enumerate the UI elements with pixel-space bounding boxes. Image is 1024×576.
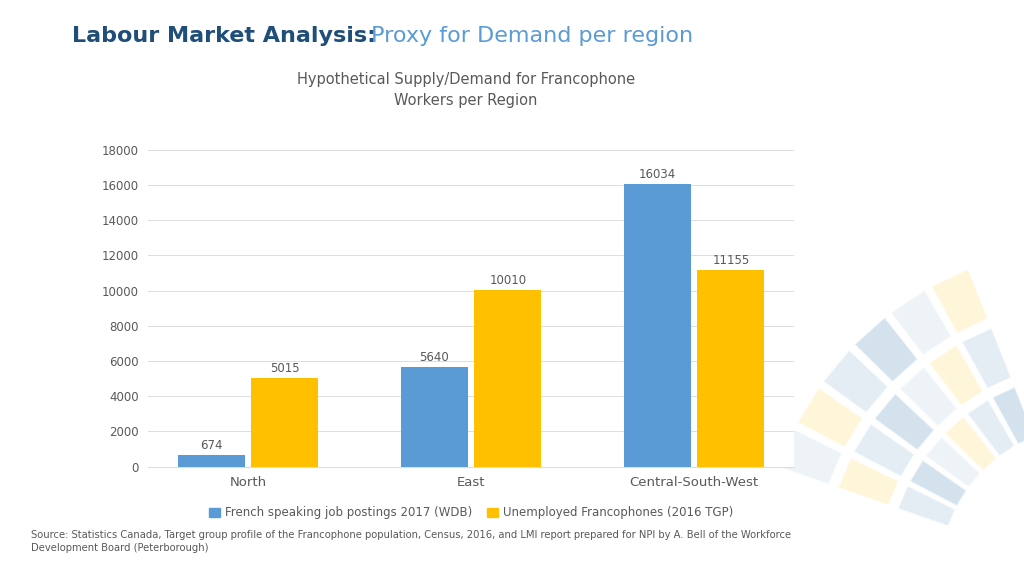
Text: 10010: 10010 xyxy=(489,274,526,287)
Polygon shape xyxy=(931,269,988,334)
Polygon shape xyxy=(778,429,842,485)
Polygon shape xyxy=(929,344,983,406)
Polygon shape xyxy=(909,460,967,506)
Bar xyxy=(251,378,318,467)
Polygon shape xyxy=(823,350,888,413)
Polygon shape xyxy=(854,317,919,382)
Text: Hypothetical Supply/Demand for Francophone
Workers per Region: Hypothetical Supply/Demand for Francopho… xyxy=(297,72,635,108)
Legend: French speaking job postings 2017 (WDB), Unemployed Francophones (2016 TGP): French speaking job postings 2017 (WDB),… xyxy=(204,502,738,524)
Bar xyxy=(624,184,691,467)
Polygon shape xyxy=(899,366,957,427)
Polygon shape xyxy=(874,393,935,450)
Polygon shape xyxy=(992,386,1024,445)
Text: 674: 674 xyxy=(200,438,222,452)
Text: Labour Market Analysis:: Labour Market Analysis: xyxy=(72,26,376,46)
Text: Proxy for Demand per region: Proxy for Demand per region xyxy=(364,26,692,46)
Text: 5015: 5015 xyxy=(270,362,300,375)
Polygon shape xyxy=(967,400,1015,456)
Text: Source: Statistics Canada, Target group profile of the Francophone population, C: Source: Statistics Canada, Target group … xyxy=(31,530,791,553)
Polygon shape xyxy=(891,290,951,355)
Polygon shape xyxy=(853,423,914,477)
Polygon shape xyxy=(926,437,981,488)
Polygon shape xyxy=(838,457,899,506)
Polygon shape xyxy=(898,486,955,526)
Polygon shape xyxy=(944,416,996,471)
Bar xyxy=(178,454,245,467)
Bar xyxy=(474,290,542,467)
Polygon shape xyxy=(962,328,1012,389)
Polygon shape xyxy=(798,388,863,448)
Bar xyxy=(697,270,764,467)
Bar xyxy=(400,367,468,467)
Text: 16034: 16034 xyxy=(639,168,676,181)
Text: 5640: 5640 xyxy=(420,351,450,364)
Text: 11155: 11155 xyxy=(713,254,750,267)
